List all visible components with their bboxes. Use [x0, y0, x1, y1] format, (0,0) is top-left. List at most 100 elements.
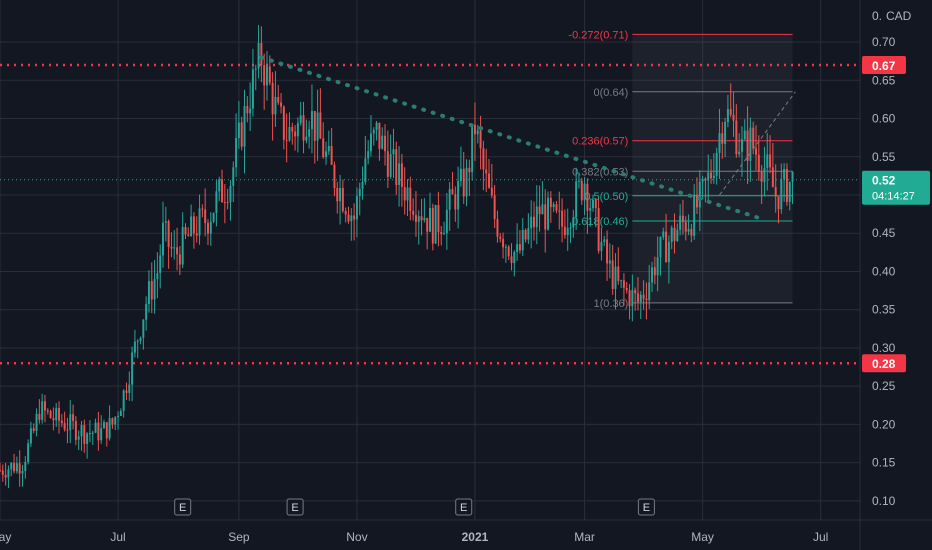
candle-body — [690, 228, 693, 236]
candle-body — [437, 205, 440, 232]
x-tick-label: Sep — [228, 530, 250, 544]
candle-body — [4, 474, 7, 478]
candle-body — [476, 130, 479, 135]
candle-body — [260, 43, 263, 66]
candle-body — [361, 181, 364, 189]
candle-body — [712, 175, 715, 179]
candle-body — [229, 185, 232, 203]
y-axis-currency-tick: 0. — [872, 9, 882, 23]
trend-line[interactable] — [259, 55, 761, 220]
candle-body — [544, 204, 547, 230]
candle-body — [237, 122, 240, 139]
x-tick-label: 2021 — [462, 530, 489, 544]
candle-body — [327, 145, 330, 152]
y-tick-label: 0.40 — [872, 264, 896, 278]
candle-body — [86, 433, 89, 444]
candle-body — [243, 106, 246, 147]
candle-body — [353, 215, 356, 220]
candle-body — [684, 222, 687, 232]
candle-body — [83, 425, 86, 444]
candle-body — [639, 294, 642, 302]
y-tick-label: 0.55 — [872, 150, 896, 164]
candle-body — [687, 228, 690, 232]
candle-body — [268, 66, 271, 83]
candle-body — [133, 341, 136, 353]
candle-body — [1, 470, 4, 475]
candle-body — [308, 129, 311, 137]
candle-body — [400, 163, 403, 187]
candle-body — [777, 196, 780, 210]
candle-body — [763, 167, 766, 182]
x-axis: May Jul Sep Nov 2021 Mar May Jul — [0, 530, 828, 544]
candle-body — [55, 408, 58, 421]
candle-body — [580, 180, 583, 201]
candle-body — [583, 183, 586, 201]
candle-body — [755, 148, 757, 155]
candle-body — [735, 120, 738, 155]
y-tick-label: 0.20 — [872, 417, 896, 431]
candle-body — [358, 188, 361, 196]
earnings-marker — [455, 498, 473, 516]
candle-body — [117, 415, 120, 418]
candle-body — [341, 187, 344, 212]
candle-body — [496, 219, 499, 237]
candle-body — [218, 179, 221, 192]
y-tick-label: 0.15 — [872, 456, 896, 470]
candle-body — [232, 167, 235, 186]
fib-level-label: -0.272(0.71) — [568, 29, 628, 41]
fib-diagonal-line[interactable] — [719, 91, 796, 196]
candle-body — [577, 180, 580, 182]
candle-body — [589, 208, 592, 211]
candle-body — [406, 187, 409, 201]
candle-body — [600, 241, 603, 251]
drawing-lines[interactable] — [259, 55, 796, 220]
candle-body — [178, 254, 181, 265]
candle-body — [164, 221, 167, 223]
candle-body — [204, 209, 207, 223]
candle-body — [490, 187, 493, 196]
candle-body — [313, 111, 316, 141]
candle-body — [473, 124, 476, 135]
candle-body — [423, 218, 426, 221]
candle-body — [645, 298, 648, 301]
candle-body — [369, 133, 372, 152]
price-scale[interactable]: 0. CAD 0.700.650.600.550.500.450.400.350… — [872, 9, 912, 508]
candle-body — [294, 131, 297, 137]
candle-body — [718, 133, 721, 153]
candle-body — [94, 422, 97, 433]
candle-body — [429, 207, 431, 232]
candle-body — [431, 207, 434, 244]
x-tick-label: Mar — [574, 530, 595, 544]
candle-body — [212, 212, 215, 222]
candle-body — [788, 181, 791, 202]
candle-body — [558, 210, 561, 212]
candle-body — [316, 112, 319, 141]
candle-body — [749, 127, 752, 161]
candle-body — [131, 352, 134, 385]
candle-body — [246, 106, 249, 114]
candle-body — [206, 222, 209, 234]
candle-body — [541, 204, 544, 215]
candle-body — [670, 227, 673, 242]
candle-body — [52, 418, 55, 421]
candle-body — [479, 130, 482, 149]
candle-body — [485, 169, 488, 174]
candle-body — [457, 180, 460, 210]
fib-level-label: 0.5(0.50) — [584, 191, 628, 203]
candle-body — [159, 255, 162, 273]
candle-body — [170, 246, 173, 249]
candle-body — [414, 214, 417, 222]
currency-label[interactable]: CAD — [886, 9, 912, 23]
candle-body — [701, 178, 704, 182]
candle-body — [38, 413, 41, 420]
candle-body — [35, 413, 38, 431]
candle-body — [566, 228, 569, 236]
candle-body — [330, 145, 333, 165]
candle-body — [412, 210, 415, 215]
candle-body — [549, 197, 552, 208]
candle-body — [636, 293, 639, 302]
candle-body — [176, 247, 179, 255]
level-price-badge — [862, 354, 906, 373]
